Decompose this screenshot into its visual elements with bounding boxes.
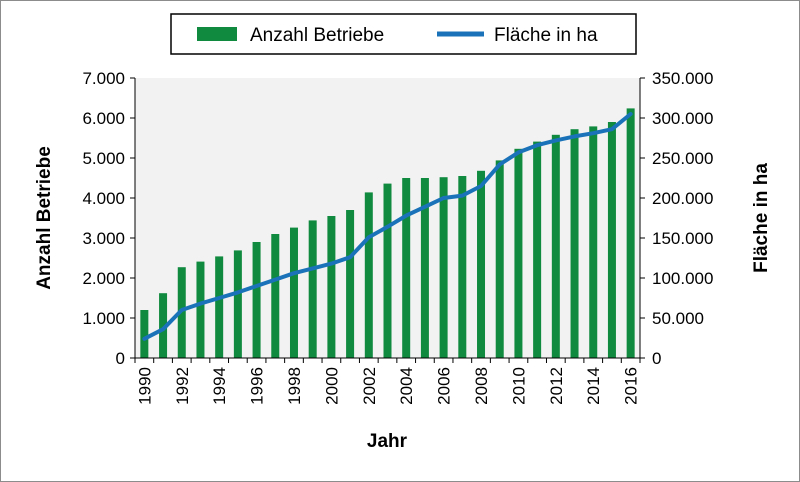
x-tick-label-1996: 1996 (248, 367, 267, 405)
left-tick-label: 0 (116, 349, 125, 368)
line-series-flaeche (142, 112, 633, 341)
bar-2012 (551, 134, 560, 358)
bar-1997 (271, 234, 280, 358)
left-tick-label: 4.000 (82, 189, 125, 208)
right-tick-label: 0 (652, 349, 661, 368)
bar-1996 (252, 242, 261, 358)
bar-2005 (420, 178, 429, 358)
bar-1994 (215, 256, 224, 358)
bar-1995 (233, 250, 242, 358)
right-tick-label: 100.000 (652, 269, 713, 288)
bar-series (140, 108, 635, 359)
legend-box (170, 13, 637, 55)
y2-axis-title: Fläche in ha (751, 163, 772, 273)
bar-2014 (589, 126, 598, 359)
bar-2015 (607, 122, 616, 358)
x-tick-label-1990: 1990 (135, 367, 154, 405)
y-axis-title: Anzahl Betriebe (34, 146, 55, 290)
bar-2016 (626, 108, 635, 359)
x-tick-label-2004: 2004 (397, 367, 416, 405)
left-axis-ticks: 0 1.000 2.000 3.000 4.000 5.000 6.000 7.000 (82, 69, 135, 368)
x-tick-label-2014: 2014 (584, 367, 603, 405)
x-axis-ticks: 1990 1992 1994 1996 1998 2000 2002 2004 2006 2008… (134, 358, 641, 405)
left-tick-label: 5.000 (82, 149, 125, 168)
left-tick-label: 1.000 (82, 309, 125, 328)
bar-2000 (327, 216, 336, 358)
x-tick-label-2010: 2010 (509, 367, 528, 405)
bar-2007 (458, 176, 467, 358)
x-tick-label-2008: 2008 (472, 367, 491, 405)
right-tick-label: 250.000 (652, 149, 713, 168)
bar-1991 (159, 293, 168, 358)
legend-label-flaeche: Fläche in ha (494, 25, 598, 46)
bar-1993 (196, 261, 205, 358)
right-tick-label: 350.000 (652, 69, 713, 88)
bar-2003 (383, 183, 392, 358)
right-tick-label: 200.000 (652, 189, 713, 208)
x-tick-label-1992: 1992 (173, 367, 192, 405)
bar-2008 (477, 170, 486, 358)
x-tick-label-2016: 2016 (622, 367, 641, 405)
bar-2001 (346, 210, 355, 358)
x-tick-label-2012: 2012 (547, 367, 566, 405)
x-tick-label-2000: 2000 (322, 367, 341, 405)
legend: Anzahl Betriebe Fläche in ha (170, 13, 637, 55)
bar-2004 (402, 178, 411, 358)
right-tick-label: 50.000 (652, 309, 704, 328)
bar-2011 (533, 141, 542, 358)
left-tick-label: 6.000 (82, 109, 125, 128)
bar-2006 (439, 177, 448, 358)
bar-1999 (308, 220, 317, 358)
right-tick-label: 150.000 (652, 229, 713, 248)
legend-bar-swatch (197, 27, 237, 41)
left-tick-label: 2.000 (82, 269, 125, 288)
bar-2002 (364, 192, 373, 358)
bar-2010 (514, 148, 523, 358)
bar-2009 (495, 160, 504, 358)
x-tick-label-1998: 1998 (285, 367, 304, 405)
x-axis-title: Jahr (367, 431, 408, 452)
bar-2013 (570, 129, 579, 358)
legend-label-betriebe: Anzahl Betriebe (250, 25, 384, 46)
x-tick-label-2006: 2006 (435, 367, 454, 405)
right-axis-ticks: 0 50.000 100.000 150.000 200.000 250.000 300.0… (640, 69, 713, 368)
left-tick-label: 3.000 (82, 229, 125, 248)
x-tick-label-1994: 1994 (210, 367, 229, 405)
x-tick-label-2002: 2002 (360, 367, 379, 405)
bar-1990 (140, 310, 149, 358)
left-tick-label: 7.000 (82, 69, 125, 88)
bar-1998 (289, 227, 298, 358)
right-tick-label: 300.000 (652, 109, 713, 128)
